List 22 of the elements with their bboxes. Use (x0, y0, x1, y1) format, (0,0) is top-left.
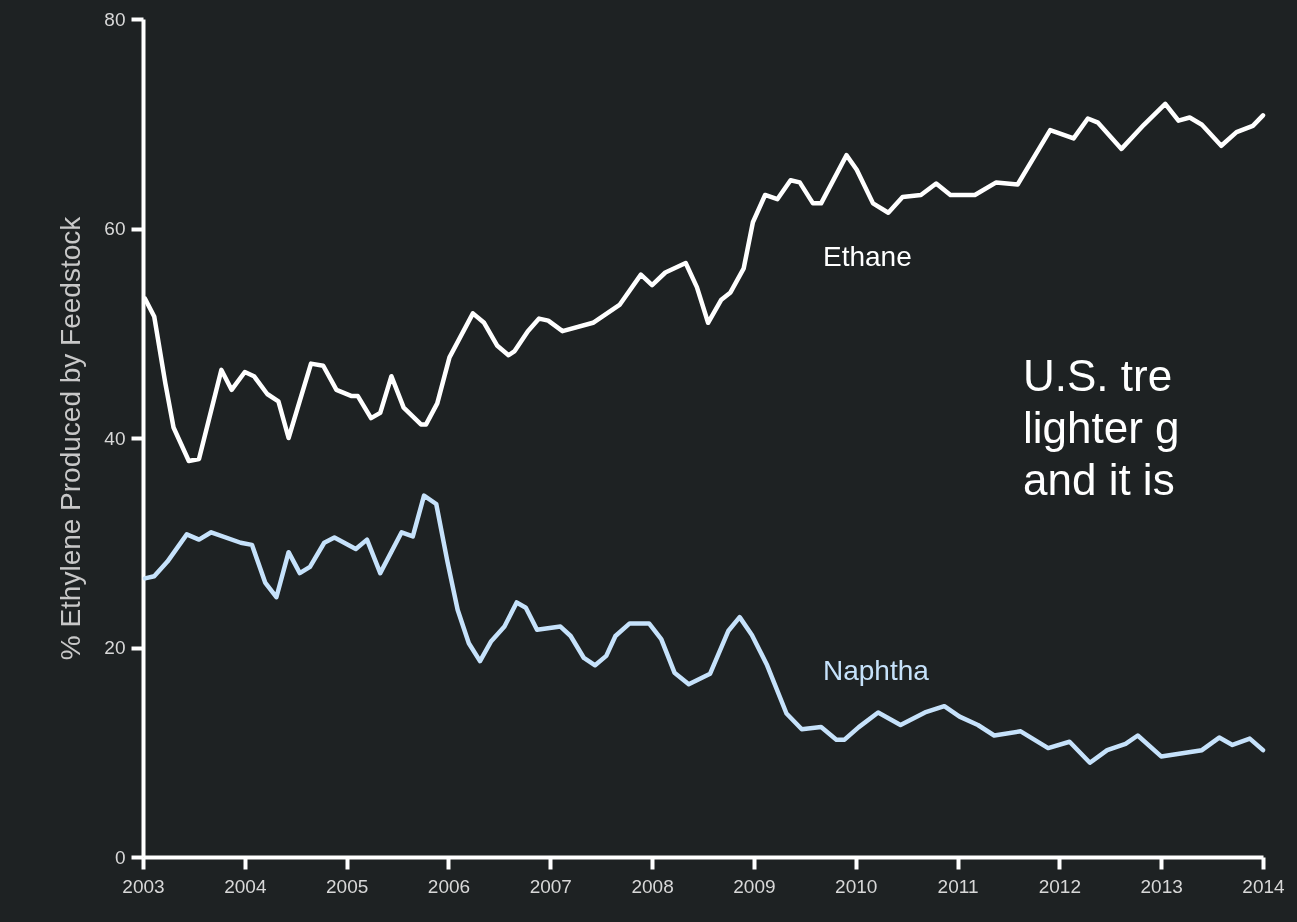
series-label: Naphtha (823, 655, 930, 686)
x-tick-label: 2008 (631, 875, 674, 897)
x-tick-label: 2009 (733, 875, 776, 897)
y-tick-label: 60 (104, 218, 126, 239)
x-tick-label: 2005 (326, 875, 369, 897)
series-label: Ethane (823, 241, 912, 272)
x-tick-label: 2003 (122, 875, 165, 897)
x-tick-label: 2013 (1140, 875, 1183, 897)
y-tick-label: 80 (104, 8, 126, 30)
y-tick-label: 40 (104, 427, 126, 449)
line-series (142, 493, 1266, 765)
y-axis-title: % Ethylene Produced by Feedstock (55, 215, 87, 661)
x-tick-label: 2010 (835, 875, 878, 897)
x-tick-label: 2004 (224, 875, 267, 897)
x-tick-label: 2012 (1038, 875, 1081, 897)
annotation: U.S. tre lighter g and it is (1023, 351, 1180, 504)
y-tick-label: 20 (104, 637, 126, 658)
x-tick-label: 2007 (529, 875, 572, 897)
x-tick-label: 2011 (937, 875, 979, 897)
y-tick-label: 0 (114, 846, 126, 868)
x-tick-label: 2014 (1242, 875, 1286, 897)
x-tick-label: 2006 (427, 875, 471, 897)
